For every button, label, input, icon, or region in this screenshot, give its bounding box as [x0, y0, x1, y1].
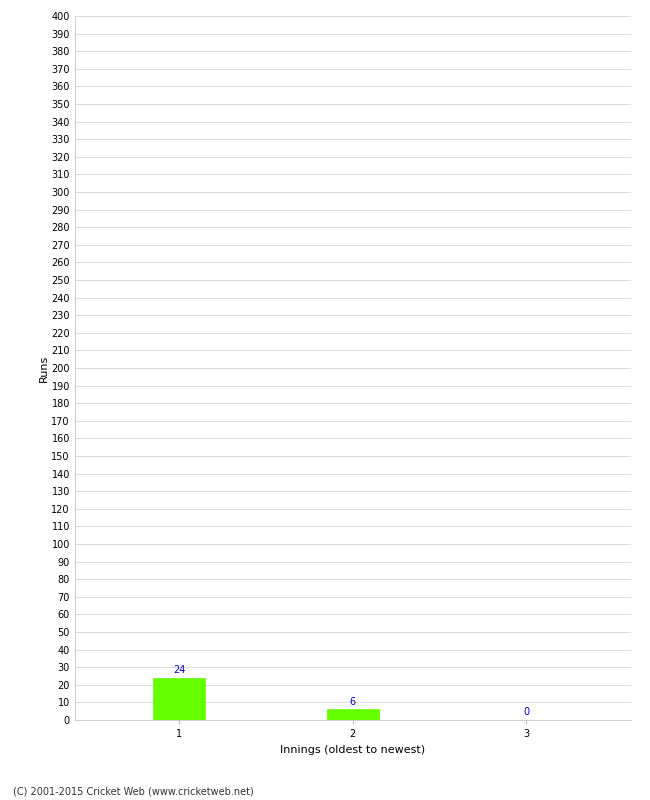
Bar	[153, 678, 205, 720]
Text: (C) 2001-2015 Cricket Web (www.cricketweb.net): (C) 2001-2015 Cricket Web (www.cricketwe…	[13, 786, 254, 796]
Y-axis label: Runs: Runs	[38, 354, 49, 382]
Text: 6: 6	[350, 697, 356, 707]
X-axis label: Innings (oldest to newest): Innings (oldest to newest)	[280, 745, 425, 754]
Text: 24: 24	[173, 665, 185, 675]
Text: 0: 0	[523, 707, 529, 718]
Bar	[326, 710, 379, 720]
